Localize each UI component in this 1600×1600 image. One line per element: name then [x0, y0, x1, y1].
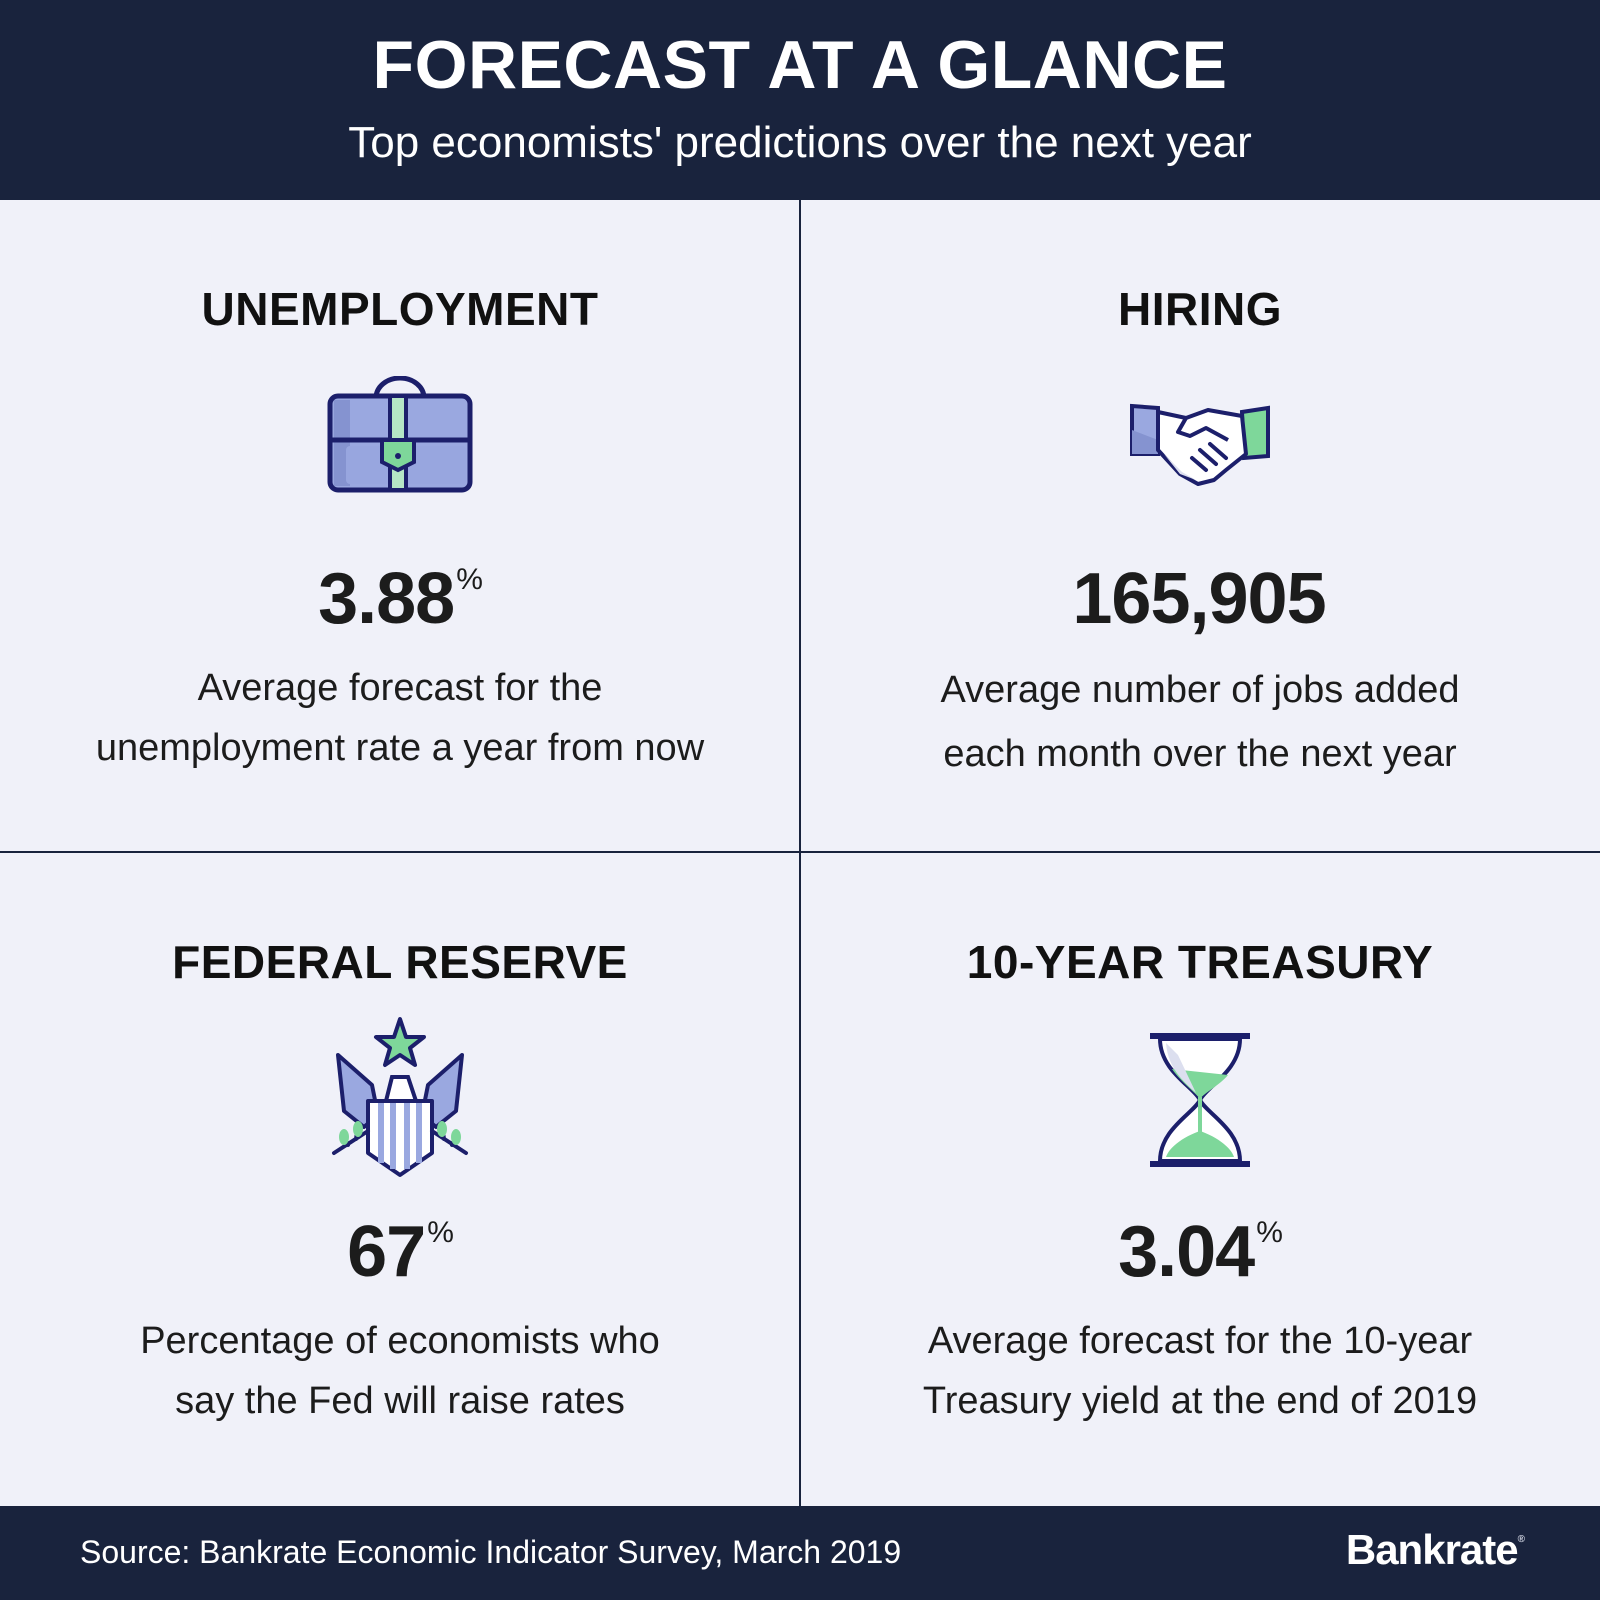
panel-heading: HIRING: [1118, 283, 1282, 335]
panel-hiring: HIRING 165,905 Average number of jobs ad…: [800, 200, 1600, 852]
panel-federal-reserve: FEDERAL RESERVE 67%: [0, 853, 800, 1506]
hourglass-icon: [1148, 1031, 1252, 1174]
panel-unemployment: UNEMPLOYMENT 3.88% Average forecast for …: [0, 200, 800, 852]
handshake-icon: [1128, 400, 1272, 495]
panel-value: 3.88%: [318, 559, 483, 639]
panel-value: 67%: [347, 1212, 454, 1292]
panel-10-year-treasury: 10-YEAR TREASURY 3.04% Average forecast …: [800, 853, 1600, 1506]
forecast-grid: UNEMPLOYMENT 3.88% Average forecast for …: [0, 200, 1600, 1506]
panel-value: 165,905: [1072, 559, 1326, 639]
page-title: FORECAST AT A GLANCE: [372, 27, 1228, 103]
panel-heading: UNEMPLOYMENT: [201, 283, 599, 335]
panel-heading: 10-YEAR TREASURY: [966, 936, 1434, 988]
panel-heading: FEDERAL RESERVE: [172, 936, 628, 988]
panel-description: Percentage of economists who say the Fed…: [140, 1320, 660, 1422]
horizontal-divider: [0, 851, 1600, 853]
panel-description: Average forecast for the unemployment ra…: [95, 667, 705, 769]
footer-banner: Source: Bankrate Economic Indicator Surv…: [0, 1506, 1600, 1600]
bankrate-logo: Bankrate®: [1345, 1526, 1525, 1573]
panel-description: Average forecast for the 10-year Treasur…: [922, 1320, 1478, 1422]
vertical-divider: [799, 200, 801, 1506]
panel-value: 3.04%: [1118, 1212, 1283, 1292]
header-banner: FORECAST AT A GLANCE Top economists' pre…: [0, 0, 1600, 200]
eagle-shield-icon: [328, 1015, 472, 1190]
panel-description: Average number of jobs added each month …: [940, 669, 1460, 775]
source-note: Source: Bankrate Economic Indicator Surv…: [80, 1534, 902, 1570]
registered-mark: ®: [1517, 1534, 1525, 1545]
page-subtitle: Top economists' predictions over the nex…: [348, 118, 1252, 167]
briefcase-icon: [326, 375, 474, 499]
